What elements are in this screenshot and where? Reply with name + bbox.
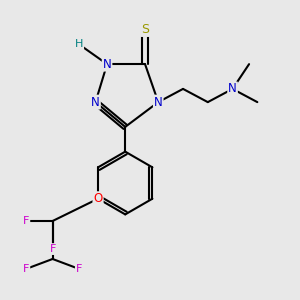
Text: N: N: [91, 96, 100, 109]
Text: S: S: [141, 23, 149, 36]
Text: F: F: [23, 216, 29, 226]
Text: F: F: [76, 264, 82, 274]
Text: F: F: [50, 244, 56, 254]
Text: F: F: [23, 264, 29, 274]
Text: N: N: [103, 58, 111, 70]
Text: N: N: [228, 82, 237, 95]
Text: O: O: [93, 192, 103, 205]
Text: H: H: [75, 39, 83, 49]
Text: N: N: [154, 96, 163, 109]
